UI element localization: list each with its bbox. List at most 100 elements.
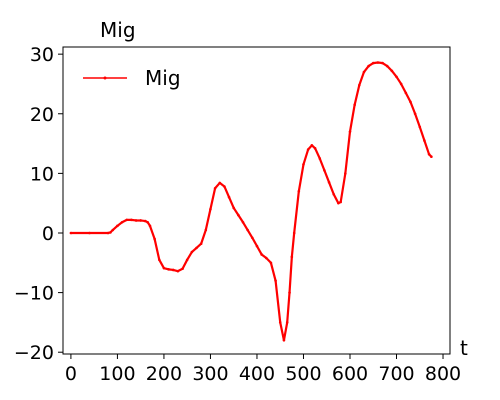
data-point-0-20 bbox=[181, 267, 184, 271]
data-point-0-11 bbox=[144, 219, 147, 223]
x-axis-label: t bbox=[460, 336, 468, 360]
y-tick-label-1: −10 bbox=[14, 283, 54, 305]
data-point-0-68 bbox=[390, 69, 394, 73]
data-point-0-29 bbox=[223, 185, 226, 188]
data-point-0-44 bbox=[288, 291, 291, 294]
data-point-0-75 bbox=[423, 139, 426, 142]
data-point-0-50 bbox=[310, 144, 314, 147]
data-point-0-58 bbox=[344, 172, 347, 175]
y-axis-ticks: −20 −10 0 10 20 30 bbox=[14, 44, 63, 364]
data-point-0-67 bbox=[385, 64, 389, 68]
data-point-0-13 bbox=[148, 224, 152, 228]
data-point-0-7 bbox=[125, 218, 129, 222]
data-point-0-18 bbox=[171, 268, 175, 272]
data-point-0-9 bbox=[134, 219, 138, 222]
data-point-0-27 bbox=[213, 186, 217, 190]
data-point-0-26 bbox=[209, 207, 212, 211]
x-tick-label-8: 800 bbox=[425, 363, 461, 385]
y-tick-label-3: 10 bbox=[30, 163, 54, 185]
data-point-0-6 bbox=[120, 220, 124, 224]
x-tick-label-1: 100 bbox=[99, 363, 135, 385]
data-point-0-37 bbox=[260, 253, 263, 256]
y-tick-label-5: 30 bbox=[30, 44, 54, 66]
x-axis-ticks: 0 100 200 300 400 500 600 700 800 bbox=[65, 354, 461, 385]
data-point-0-35 bbox=[251, 236, 254, 240]
data-point-0-5 bbox=[116, 224, 119, 228]
data-point-0-56 bbox=[337, 201, 340, 205]
data-point-0-73 bbox=[413, 112, 417, 116]
data-point-0-36 bbox=[255, 244, 259, 248]
data-point-0-3 bbox=[109, 231, 112, 234]
data-point-0-10 bbox=[139, 219, 142, 222]
legend-entry: Mig bbox=[145, 66, 181, 90]
y-tick-label-0: −20 bbox=[14, 342, 54, 364]
data-point-0-48 bbox=[302, 163, 305, 166]
data-point-0-61 bbox=[358, 83, 361, 87]
x-tick-label-5: 500 bbox=[285, 363, 321, 385]
data-point-0-22 bbox=[190, 250, 194, 254]
data-point-0-72 bbox=[409, 100, 412, 104]
plot-area bbox=[62, 46, 451, 355]
data-point-0-52 bbox=[318, 157, 322, 160]
data-point-0-17 bbox=[167, 268, 170, 271]
data-point-0-30 bbox=[227, 195, 231, 199]
data-point-0-21 bbox=[185, 258, 189, 262]
series-group bbox=[69, 61, 433, 342]
data-point-0-31 bbox=[232, 206, 236, 210]
data-point-0-49 bbox=[306, 148, 310, 151]
chart-title: Mig bbox=[100, 18, 136, 42]
data-point-0-15 bbox=[157, 258, 161, 262]
data-point-0-1 bbox=[88, 231, 91, 235]
legend-marker bbox=[103, 76, 107, 80]
x-tick-label-3: 300 bbox=[192, 363, 228, 385]
data-point-0-74 bbox=[418, 125, 422, 129]
data-point-0-55 bbox=[332, 192, 336, 196]
data-point-0-33 bbox=[241, 220, 245, 224]
x-tick-label-7: 700 bbox=[378, 363, 414, 385]
data-point-0-66 bbox=[381, 61, 384, 65]
data-point-0-59 bbox=[348, 130, 352, 133]
data-point-0-60 bbox=[353, 103, 356, 107]
data-point-0-69 bbox=[395, 75, 398, 79]
data-point-0-14 bbox=[153, 237, 156, 241]
data-point-0-41 bbox=[278, 321, 282, 324]
data-point-0-42 bbox=[282, 338, 286, 342]
data-point-0-32 bbox=[237, 213, 240, 217]
data-point-0-0 bbox=[69, 231, 73, 235]
data-point-0-64 bbox=[371, 61, 375, 65]
data-point-0-71 bbox=[404, 91, 408, 95]
data-point-0-4 bbox=[111, 228, 115, 232]
data-point-0-28 bbox=[218, 181, 222, 185]
data-point-0-53 bbox=[323, 169, 326, 172]
data-point-0-62 bbox=[362, 70, 366, 74]
data-point-0-47 bbox=[297, 189, 301, 193]
data-point-0-46 bbox=[292, 231, 296, 235]
data-point-0-76 bbox=[427, 153, 431, 156]
data-point-0-8 bbox=[130, 218, 133, 222]
data-point-0-38 bbox=[264, 256, 268, 260]
data-point-0-34 bbox=[246, 228, 249, 232]
data-point-0-25 bbox=[204, 228, 208, 232]
data-point-0-12 bbox=[146, 220, 149, 224]
data-point-0-54 bbox=[327, 181, 331, 184]
data-point-0-23 bbox=[195, 246, 198, 250]
legend: Mig bbox=[83, 66, 181, 90]
data-point-0-19 bbox=[176, 269, 180, 273]
data-point-0-51 bbox=[313, 147, 317, 150]
data-point-0-16 bbox=[162, 266, 166, 270]
data-point-0-57 bbox=[339, 200, 342, 204]
y-tick-label-4: 20 bbox=[30, 104, 54, 126]
data-point-0-40 bbox=[274, 279, 277, 282]
data-point-0-70 bbox=[399, 82, 403, 86]
data-point-0-24 bbox=[199, 242, 203, 246]
data-point-0-77 bbox=[430, 155, 433, 158]
data-point-0-63 bbox=[367, 64, 370, 68]
x-tick-label-4: 400 bbox=[239, 363, 275, 385]
x-tick-label-0: 0 bbox=[65, 363, 77, 385]
data-point-0-2 bbox=[106, 231, 110, 235]
x-tick-label-2: 200 bbox=[146, 363, 182, 385]
data-point-0-43 bbox=[285, 321, 289, 324]
x-tick-label-6: 600 bbox=[332, 363, 368, 385]
data-point-0-45 bbox=[290, 255, 294, 259]
